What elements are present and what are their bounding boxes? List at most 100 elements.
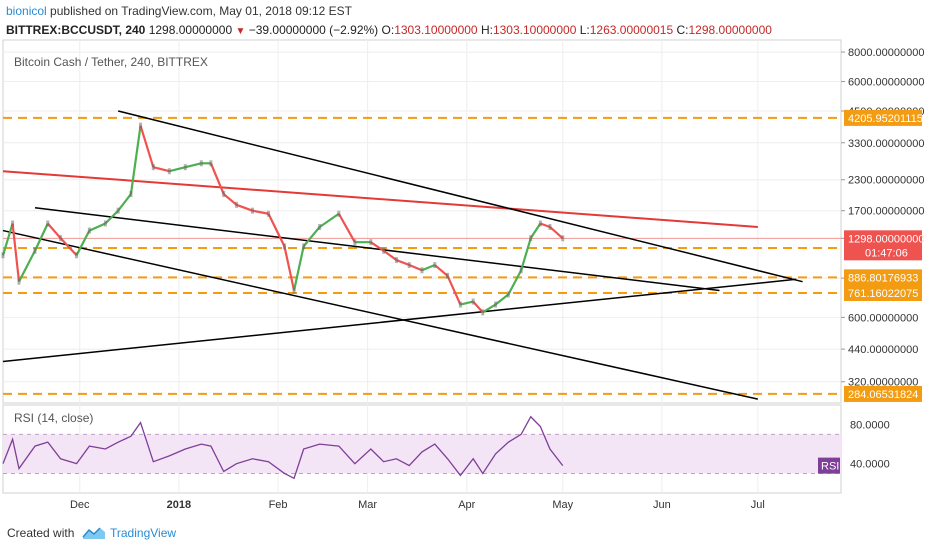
- change-value: −39.00000000 (−2.92%): [248, 23, 379, 37]
- price-candle: [561, 235, 565, 242]
- price-segment: [539, 222, 551, 229]
- price-segment: [117, 193, 132, 212]
- price-candle: [116, 207, 120, 214]
- price-candle: [446, 272, 450, 279]
- level-label-box: [844, 284, 922, 301]
- price-candle: [33, 247, 37, 254]
- price-candle: [519, 267, 523, 274]
- rsi-tick-label: 80.0000: [850, 420, 890, 432]
- chart-area[interactable]: Dec 2018 Feb Mar Apr May Jun Jul 8000.00000000 60…: [0, 0, 932, 515]
- price-candle: [222, 191, 226, 198]
- rsi-tick-label: 40.0000: [850, 459, 890, 471]
- price-candle: [17, 278, 21, 285]
- price-candle: [458, 301, 462, 308]
- open-label: O:: [381, 23, 395, 37]
- price-segment: [252, 209, 269, 215]
- y-tick-label: 3300.00000000: [848, 138, 924, 150]
- price-segment: [129, 125, 142, 195]
- low-label: L:: [579, 23, 590, 37]
- price-segment: [46, 222, 62, 239]
- x-tick-label: Jul: [751, 499, 765, 511]
- rsi-badge-box: [818, 457, 840, 474]
- chart-title: Bitcoin Cash / Tether, 240, BITTREX: [14, 55, 208, 69]
- price-segment: [75, 230, 91, 256]
- x-tick-label: May: [552, 499, 573, 511]
- level-label-box: [844, 385, 922, 402]
- x-tick-label: Dec: [70, 499, 90, 511]
- created-with-label: Created with: [7, 526, 75, 540]
- last-price-box: [844, 230, 922, 261]
- price-candle: [337, 210, 341, 217]
- price-segment: [408, 264, 423, 272]
- y-tick-label: 2300.00000000: [848, 175, 924, 187]
- y-tick-label: 6000.00000000: [848, 77, 924, 89]
- rsi-band: [3, 434, 841, 474]
- price-segment: [104, 209, 119, 225]
- tradingview-link[interactable]: TradingView: [110, 526, 177, 540]
- price-segment: [283, 246, 296, 291]
- x-tick-label: Apr: [458, 499, 475, 511]
- x-tick-label: Jun: [653, 499, 671, 511]
- price-segment: [337, 213, 356, 243]
- high-label: H:: [480, 23, 493, 37]
- price-segment: [434, 264, 449, 277]
- price-segment: [529, 222, 542, 239]
- author-link[interactable]: bionicol: [6, 4, 47, 18]
- price-candle: [382, 247, 386, 254]
- level-label-box: [844, 109, 922, 126]
- price-segment: [209, 162, 225, 195]
- price-candle: [75, 252, 79, 259]
- y-tick-label: 440.00000000: [848, 344, 918, 356]
- price-segment: [421, 264, 436, 272]
- price-segment: [396, 259, 410, 267]
- symbol-label: BITTREX:BCCUSDT, 240: [6, 23, 146, 37]
- close-value: 1298.00000000: [688, 23, 772, 37]
- price-candle: [129, 191, 133, 198]
- countdown-label: 01:47:06: [865, 247, 908, 259]
- price-segment: [382, 249, 398, 261]
- rsi-line: [2, 415, 564, 480]
- last-price-label: 1298.00000000: [848, 233, 924, 245]
- tradingview-logo-icon: [82, 527, 105, 539]
- footer: Created with TradingView: [0, 515, 932, 550]
- price-segment: [482, 303, 497, 314]
- open-value: 1303.10000000: [394, 23, 478, 37]
- publish-info: published on TradingView.com, May 01, 20…: [50, 4, 353, 18]
- price-segment: [549, 226, 564, 240]
- price-segment: [88, 222, 106, 232]
- price-candle: [433, 262, 437, 269]
- last-price-value: 1298.00000000: [148, 23, 233, 37]
- price-candle: [407, 262, 411, 269]
- price-candle: [369, 239, 373, 246]
- price-segment: [267, 213, 286, 247]
- price-candle: [139, 122, 143, 129]
- x-tick-label: Feb: [269, 499, 288, 511]
- price-candle: [183, 164, 187, 171]
- price-pane[interactable]: [2, 39, 842, 404]
- price-candle: [11, 220, 15, 227]
- price-candle: [167, 168, 171, 175]
- price-candle: [151, 164, 155, 171]
- price-candle: [420, 267, 424, 274]
- price-candle: [394, 257, 398, 264]
- price-segment: [236, 203, 253, 212]
- price-candle: [282, 243, 286, 250]
- price-segment: [169, 166, 186, 173]
- price-candle: [46, 220, 50, 227]
- price-segment: [139, 125, 155, 168]
- price-candle: [199, 160, 203, 167]
- price-candle: [1, 252, 5, 259]
- y-tick-label: 600.00000000: [848, 312, 918, 324]
- price-candle: [529, 235, 533, 242]
- price-segment: [18, 250, 36, 283]
- price-segment: [460, 300, 474, 306]
- price-segment: [520, 237, 532, 271]
- price-segment: [319, 212, 340, 228]
- price-segment: [494, 293, 510, 306]
- rsi-title: RSI (14, close): [14, 411, 93, 425]
- x-tick-label: Mar: [358, 499, 377, 511]
- price-candle: [250, 207, 254, 214]
- trendline: [2, 278, 797, 363]
- trendline: [117, 110, 803, 283]
- price-candle: [59, 235, 63, 242]
